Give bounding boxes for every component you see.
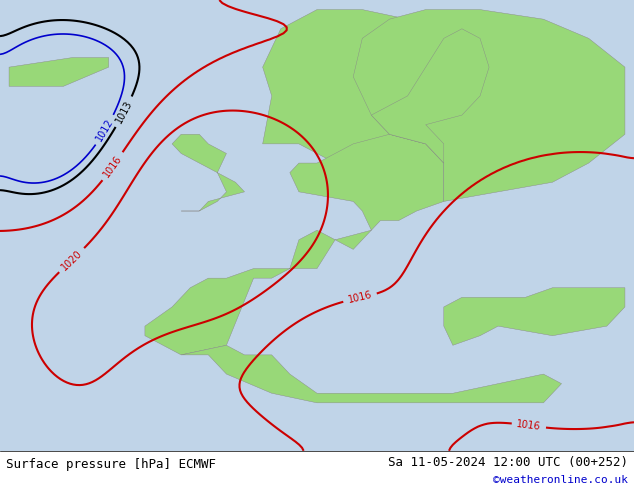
Polygon shape xyxy=(372,29,489,163)
Polygon shape xyxy=(353,10,625,201)
Polygon shape xyxy=(181,345,562,403)
Text: 1016: 1016 xyxy=(101,153,124,179)
Text: 1013: 1013 xyxy=(114,99,134,125)
Polygon shape xyxy=(9,57,108,86)
Text: Surface pressure [hPa] ECMWF: Surface pressure [hPa] ECMWF xyxy=(6,458,216,471)
Polygon shape xyxy=(145,134,444,355)
Polygon shape xyxy=(262,10,516,163)
Text: ©weatheronline.co.uk: ©weatheronline.co.uk xyxy=(493,475,628,485)
Text: 1016: 1016 xyxy=(347,290,373,305)
Text: 1012: 1012 xyxy=(94,117,115,143)
Text: Sa 11-05-2024 12:00 UTC (00+252): Sa 11-05-2024 12:00 UTC (00+252) xyxy=(387,456,628,469)
Text: 1020: 1020 xyxy=(60,248,84,272)
Polygon shape xyxy=(172,134,245,211)
Polygon shape xyxy=(444,288,625,345)
Text: 1016: 1016 xyxy=(516,419,541,432)
